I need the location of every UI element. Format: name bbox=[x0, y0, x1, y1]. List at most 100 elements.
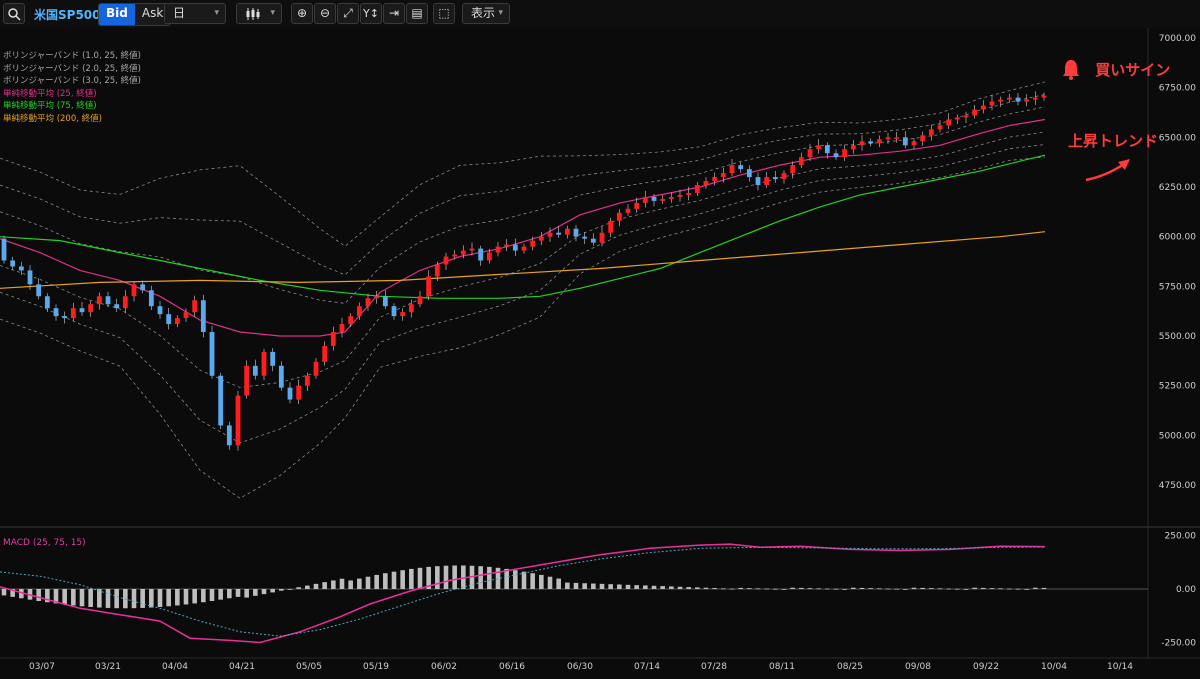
fit-button[interactable]: ⤢ bbox=[337, 3, 359, 24]
macd-histogram-bar bbox=[296, 587, 301, 589]
bollinger-band-line bbox=[0, 94, 1046, 276]
macd-histogram-bar bbox=[374, 574, 379, 589]
candle-up bbox=[720, 173, 726, 178]
candle-up bbox=[660, 198, 666, 201]
bid-button[interactable]: Bid bbox=[99, 4, 135, 25]
document-icon: ▤ bbox=[411, 6, 423, 20]
chevron-down-icon: ▾ bbox=[214, 8, 219, 18]
macd-histogram-bar bbox=[97, 589, 102, 608]
candle-down bbox=[148, 290, 154, 307]
macd-histogram-bar bbox=[651, 585, 657, 589]
candle-up bbox=[434, 264, 440, 277]
candle-down bbox=[1, 238, 7, 261]
candle-up bbox=[348, 316, 354, 325]
bollinger-band-line bbox=[0, 106, 1046, 304]
candle-up bbox=[122, 296, 128, 309]
macd-histogram-bar bbox=[894, 588, 899, 590]
macd-histogram-bar bbox=[244, 589, 249, 598]
macd-histogram-bar bbox=[357, 578, 362, 589]
chart-type-select[interactable]: ▾ bbox=[236, 3, 282, 24]
search-button[interactable] bbox=[3, 3, 25, 24]
candle-up bbox=[972, 109, 978, 116]
zoom-out-button[interactable]: ⊖ bbox=[314, 3, 336, 24]
macd-histogram-bar bbox=[937, 588, 943, 590]
macd-histogram-bar bbox=[166, 589, 171, 607]
candle-down bbox=[62, 316, 68, 319]
chart-area[interactable]: 7000.00 6750.00 6500.00 6250.00 6000.00 5750.… bbox=[0, 28, 1200, 675]
macd-label: MACD (25, 75, 15) bbox=[3, 538, 86, 548]
zoom-in-button[interactable]: ⊕ bbox=[291, 3, 313, 24]
candle-up bbox=[937, 125, 943, 130]
date-tick-label: 08/11 bbox=[769, 662, 795, 672]
macd-histogram-bar bbox=[1015, 588, 1021, 590]
macd-histogram-bar bbox=[71, 589, 76, 606]
macd-histogram-bar bbox=[478, 566, 483, 589]
date-tick-label: 06/02 bbox=[431, 662, 457, 672]
auto-scale-button[interactable]: Y↕ bbox=[360, 3, 382, 24]
macd-histogram-bar bbox=[747, 588, 752, 589]
display-select[interactable]: 表示 ▾ bbox=[462, 3, 510, 24]
date-tick-label: 05/05 bbox=[296, 662, 322, 672]
jump-latest-button[interactable]: ⇥ bbox=[383, 3, 405, 24]
candle-up bbox=[911, 141, 917, 146]
candle-down bbox=[556, 232, 562, 235]
macd-histogram-bar bbox=[1033, 587, 1038, 589]
candle-up bbox=[70, 308, 76, 319]
macd-histogram-bar bbox=[10, 589, 15, 597]
candle-up bbox=[1032, 97, 1038, 100]
date-tick-label: 05/19 bbox=[363, 662, 389, 672]
candle-down bbox=[218, 375, 224, 426]
legend-item[interactable]: 単純移動平均 (75, 終値) bbox=[3, 101, 97, 111]
legend-item[interactable]: ボリンジャーバンド (3.0, 25, 終値) bbox=[3, 76, 141, 86]
macd-histogram-bar bbox=[383, 573, 388, 589]
candle-up bbox=[712, 177, 718, 182]
macd-histogram-bar bbox=[175, 589, 180, 606]
ask-button[interactable]: Ask bbox=[134, 4, 171, 25]
legend-item[interactable]: ボリンジャーバンド (2.0, 25, 終値) bbox=[3, 63, 141, 74]
candle-down bbox=[651, 196, 657, 201]
candle-up bbox=[998, 99, 1004, 102]
symbol-name[interactable]: 米国SP500 bbox=[34, 8, 101, 22]
macd-histogram-bar bbox=[426, 566, 431, 589]
candle-up bbox=[304, 375, 310, 386]
macd-histogram-bar bbox=[235, 589, 241, 597]
price-tick-label: 6000.00 bbox=[1159, 233, 1196, 243]
candle-up bbox=[495, 246, 501, 253]
candle-up bbox=[96, 296, 102, 305]
bollinger-band-line bbox=[0, 144, 1046, 444]
price-tick-label: 7000.00 bbox=[1159, 34, 1196, 44]
macd-histogram-bar bbox=[409, 568, 414, 589]
price-tick-label: 6750.00 bbox=[1159, 84, 1196, 94]
price-tick-label: 4750.00 bbox=[1159, 481, 1196, 491]
uptrend-arrow-icon bbox=[1085, 159, 1130, 182]
price-chart[interactable]: 7000.00 6750.00 6500.00 6250.00 6000.00 5750.… bbox=[0, 28, 1200, 675]
timeframe-select[interactable]: 日 ▾ bbox=[164, 3, 226, 24]
macd-histogram-bar bbox=[963, 589, 969, 590]
macd-histogram-bar bbox=[868, 588, 873, 589]
date-tick-label: 08/25 bbox=[837, 662, 863, 672]
macd-histogram-bar bbox=[36, 589, 41, 601]
candle-up bbox=[642, 196, 648, 203]
legend-item[interactable]: 単純移動平均 (200, 終値) bbox=[3, 113, 102, 124]
candle-down bbox=[10, 260, 16, 267]
macd-tick-label: 0.00 bbox=[1176, 585, 1196, 595]
legend-item[interactable]: 単純移動平均 (25, 終値) bbox=[3, 88, 97, 99]
macd-histogram-bar bbox=[157, 589, 163, 607]
macd-histogram-bar bbox=[816, 588, 821, 590]
candle-up bbox=[374, 296, 380, 299]
macd-histogram-bar bbox=[582, 583, 587, 589]
macd-histogram-bar bbox=[842, 589, 847, 590]
macd-histogram-bar bbox=[955, 588, 960, 590]
candle-down bbox=[582, 236, 588, 239]
date-tick-label: 04/04 bbox=[162, 662, 188, 672]
macd-histogram-bar bbox=[192, 589, 197, 604]
legend-item[interactable]: ボリンジャーバンド (1.0, 25, 終値) bbox=[3, 51, 141, 61]
macd-histogram-bar bbox=[140, 589, 145, 608]
macd-histogram-bar bbox=[539, 574, 544, 589]
indicator-button[interactable]: ⬚ bbox=[433, 3, 455, 24]
macd-tick-label: -250.00 bbox=[1161, 639, 1196, 649]
candle-up bbox=[452, 254, 458, 257]
candle-down bbox=[252, 365, 258, 376]
candle-up bbox=[322, 345, 328, 362]
notes-button[interactable]: ▤ bbox=[406, 3, 428, 24]
